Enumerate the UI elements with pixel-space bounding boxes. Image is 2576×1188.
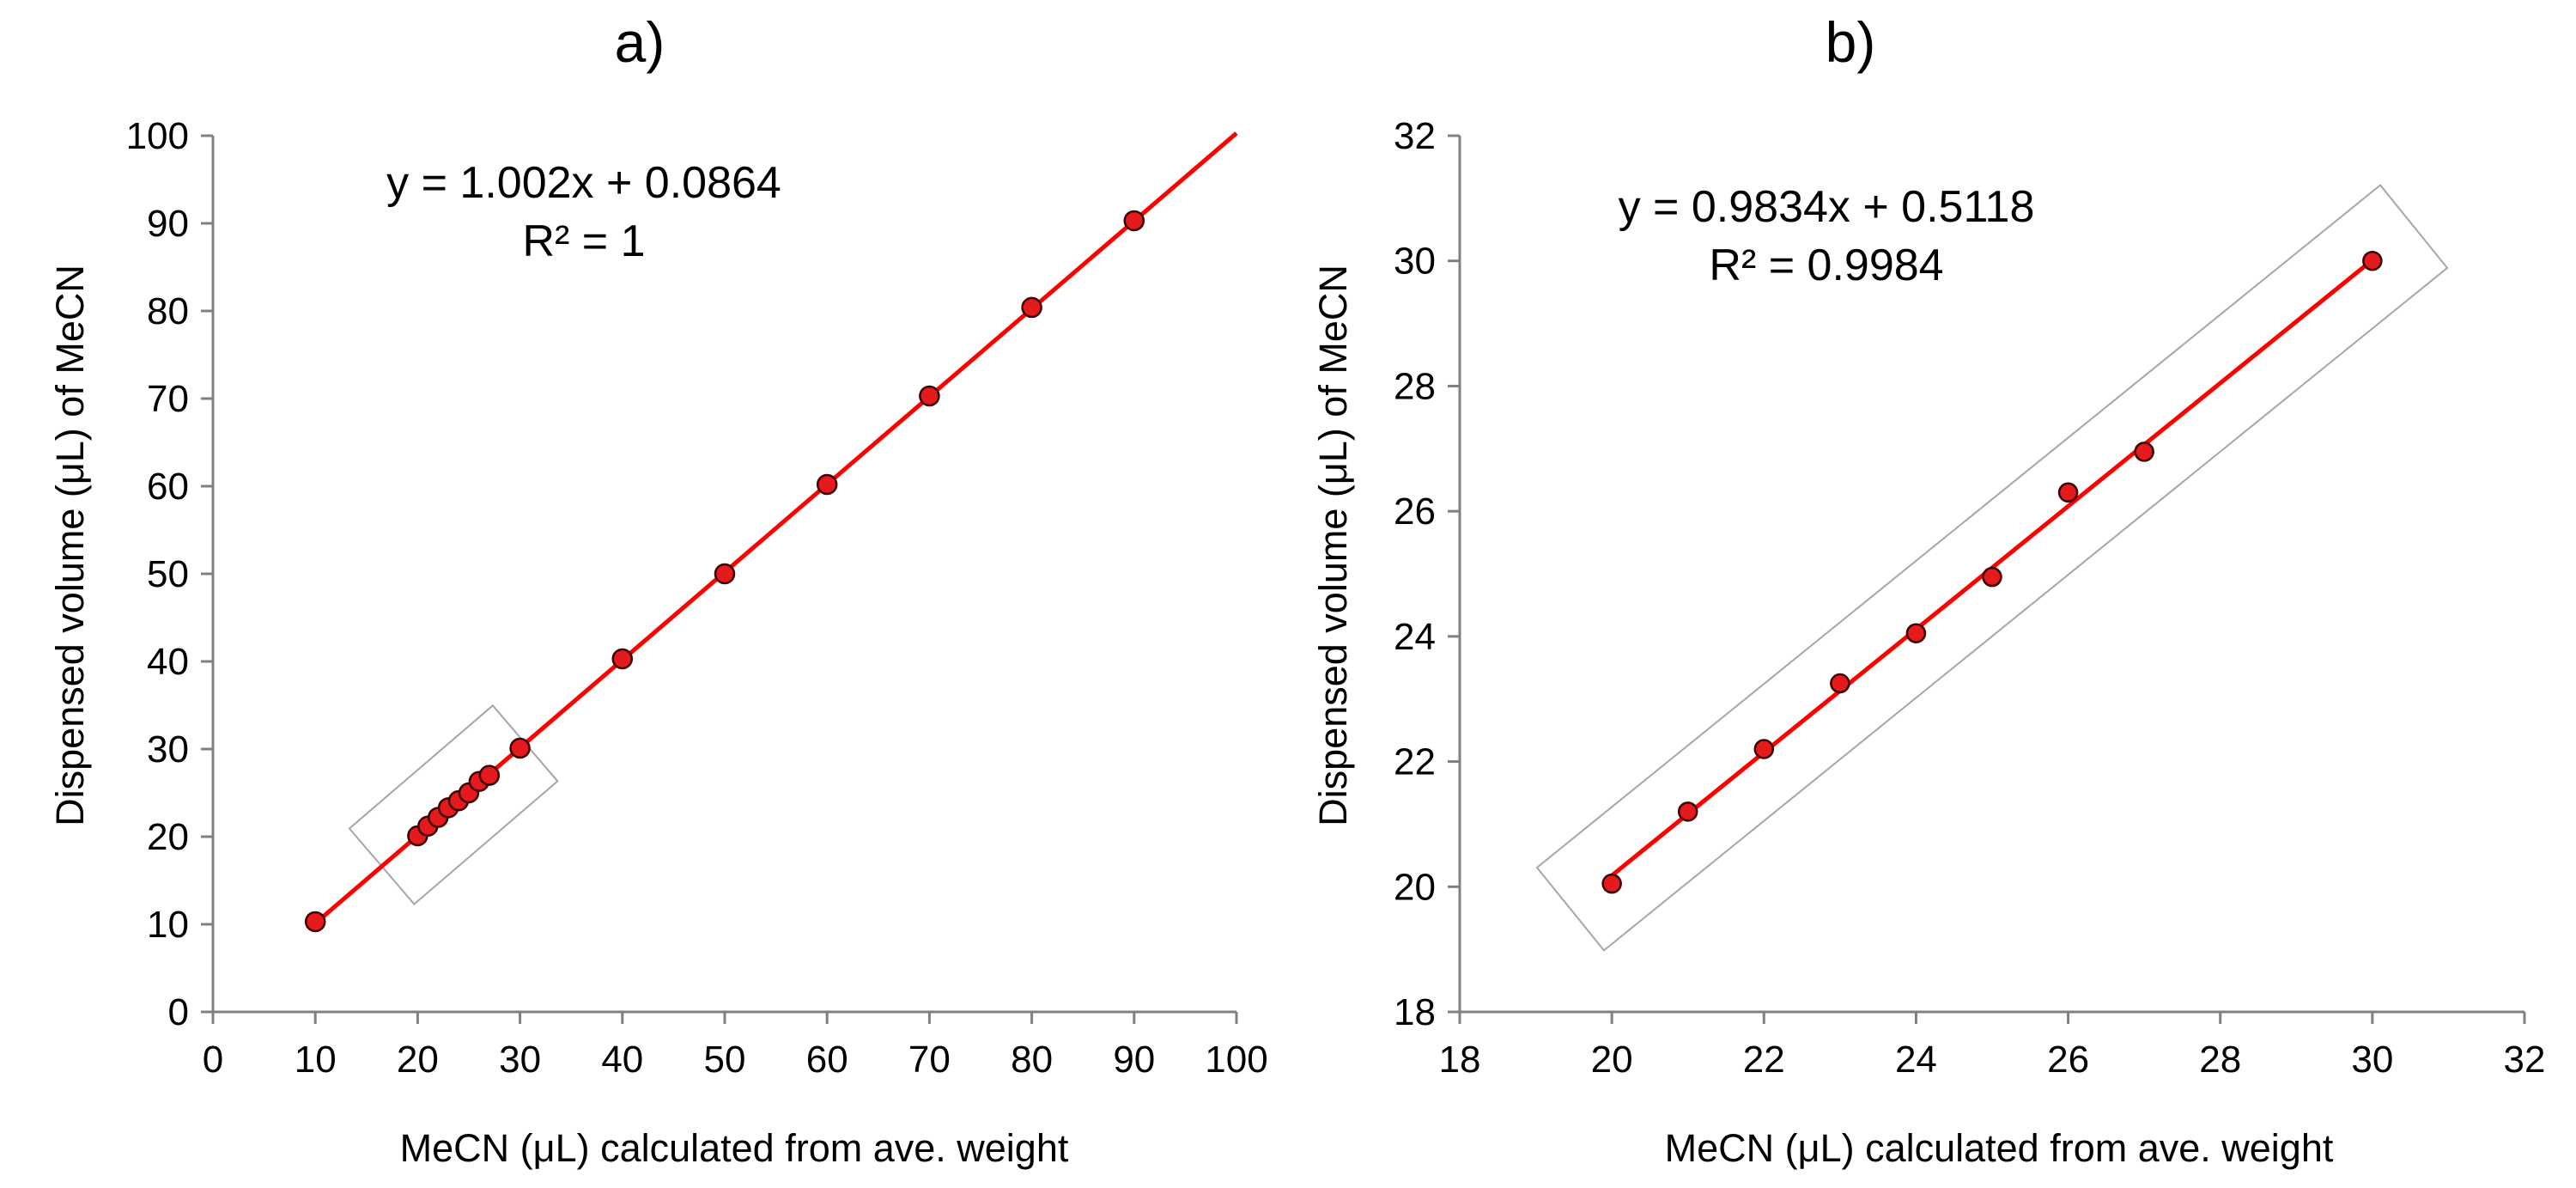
panel-a-x-tick-label: 70 (908, 1039, 951, 1081)
panel-b-axes: 18 20 22 24 26 28 30 32 18 20 22 24 26 28 30 32 (1394, 115, 2545, 1081)
panel-b-y-axis-title: Dispensed volume (μL) of MeCN (1311, 265, 1355, 826)
panel-a-r-squared: R² = 1 (522, 216, 645, 266)
panel-b-data-point (1830, 673, 1850, 694)
panel-b-y-tick-label: 24 (1394, 616, 1436, 658)
panel-a-data-point (714, 563, 736, 585)
panel-a-y-tick-label: 90 (147, 203, 189, 245)
panel-b-x-tick-label: 24 (1895, 1039, 1937, 1081)
panel-a-y-tick-label: 10 (147, 904, 189, 946)
panel-b-x-tick-label: 28 (2199, 1039, 2241, 1081)
panel-a-x-tick-label: 40 (601, 1039, 643, 1081)
panel-b-equation: y = 0.9834x + 0.5118 (1619, 182, 2035, 232)
panel-a-x-tick-label: 90 (1113, 1039, 1155, 1081)
panel-a-data-point (1021, 296, 1042, 319)
panel-a-y-tick-label: 80 (147, 290, 189, 332)
panel-b-y-tick-label: 18 (1394, 991, 1436, 1033)
panel-a-y-tick-label: 40 (147, 641, 189, 683)
panel-a-x-tick-label: 30 (499, 1039, 541, 1081)
panel-a-y-tick-label: 0 (168, 991, 189, 1033)
panel-b-highlight-box (1535, 184, 2449, 952)
panel-a-data-point (304, 911, 326, 933)
panel-a-y-tick-label: 70 (147, 378, 189, 420)
panel-a-axes: 0 10 20 30 40 50 60 70 80 90 100 0 10 20 30 40 50 60 70 80 9… (126, 115, 1268, 1081)
panel-a-y-axis-title: Dispensed volume (μL) of MeCN (48, 265, 92, 826)
panel-b-x-axis-title: MeCN (μL) calculated from ave. weight (1665, 1126, 2334, 1170)
panel-a-x-tick-label: 20 (397, 1039, 439, 1081)
panel-a-x-tick-label: 80 (1011, 1039, 1053, 1081)
panel-a-data-point (919, 385, 940, 407)
panel-b-r-squared: R² = 0.9984 (1709, 241, 1943, 290)
panel-b-x-tick-label: 26 (2047, 1039, 2089, 1081)
panel-a-data-point (509, 737, 531, 759)
panel-b-y-tick-label: 32 (1394, 115, 1436, 157)
panel-b-label: b) (1826, 10, 1876, 74)
panel-b-y-tick-label: 30 (1394, 241, 1436, 283)
panel-a-x-axis-title: MeCN (μL) calculated from ave. weight (400, 1126, 1069, 1170)
panel-a-data-point (478, 765, 501, 786)
panel-a-x-tick-label: 60 (806, 1039, 848, 1081)
panel-b-data-point (1753, 739, 1775, 759)
panel-b-y-tick-label: 28 (1394, 365, 1436, 407)
panel-a-x-tick-label: 100 (1205, 1039, 1267, 1081)
panel-b-data-point (1677, 801, 1698, 822)
panel-b-y-tick-label: 26 (1394, 490, 1436, 533)
panel-a-y-tick-label: 20 (147, 816, 189, 858)
panel-a-x-tick-label: 50 (704, 1039, 746, 1081)
panel-a-highlight-box (348, 704, 559, 905)
panel-b-data-point (1601, 873, 1622, 894)
panel-a-data-point (1123, 210, 1145, 232)
panel-b-x-tick-label: 20 (1591, 1039, 1633, 1081)
panel-a-y-tick-label: 100 (126, 115, 189, 157)
panel-a-data-point (816, 473, 838, 496)
panel-a-equation: y = 1.002x + 0.0864 (386, 158, 781, 208)
panel-a-y-tick-label: 60 (147, 466, 189, 508)
panel-a-data-point (611, 648, 634, 670)
panel-b-data-point (2134, 442, 2154, 462)
panel-a-x-tick-label: 10 (295, 1039, 337, 1081)
panel-b-data-point (1982, 566, 2002, 588)
panel-a-y-tick-label: 30 (147, 728, 189, 771)
panel-a-label: a) (615, 10, 665, 74)
panel-a-y-tick-label: 50 (147, 553, 189, 595)
panel-b-x-tick-label: 22 (1743, 1039, 1785, 1081)
panel-b-x-tick-label: 30 (2351, 1039, 2393, 1081)
panel-b-x-tick-label: 32 (2504, 1039, 2546, 1081)
panel-b-y-tick-label: 22 (1394, 741, 1436, 783)
panel-a: a) MeCN (μL) calculated from ave. weight… (48, 10, 1268, 1170)
panel-b: b) MeCN (μL) calculated from ave. weight… (1311, 10, 2545, 1170)
panel-b-data-point (2362, 250, 2383, 271)
panel-b-data-point (1905, 623, 1927, 643)
panel-b-y-tick-label: 20 (1394, 866, 1436, 908)
panel-b-x-tick-label: 18 (1439, 1039, 1481, 1081)
panel-b-data-point (2057, 482, 2079, 503)
panel-a-x-tick-label: 0 (203, 1039, 223, 1081)
